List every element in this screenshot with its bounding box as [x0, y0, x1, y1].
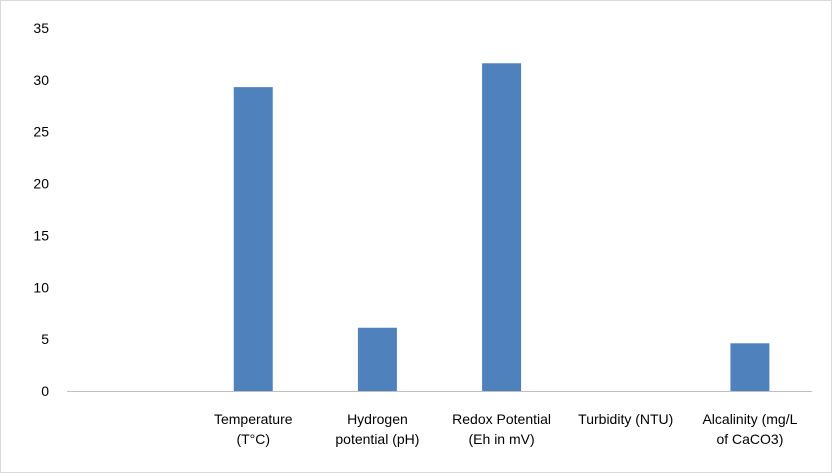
- y-tick-label: 10: [33, 279, 49, 295]
- bar: [357, 327, 397, 391]
- y-tick-label: 35: [33, 20, 49, 36]
- x-category-label: Hydrogen: [347, 411, 408, 427]
- bar: [482, 63, 522, 392]
- bar: [233, 87, 273, 392]
- bar-series: [233, 63, 770, 392]
- x-category-label: potential (pH): [335, 431, 419, 447]
- x-category-label: Turbidity (NTU): [578, 411, 673, 427]
- y-tick-label: 15: [33, 227, 49, 243]
- y-axis-tick-labels: 0 5 10 15 20 25 30 35: [33, 20, 49, 399]
- y-tick-label: 25: [33, 124, 49, 140]
- y-tick-label: 5: [41, 331, 49, 347]
- y-tick-label: 20: [33, 176, 49, 192]
- x-category-label: Temperature: [214, 411, 293, 427]
- x-axis-category-labels: Temperature (T°C) Hydrogen potential (pH) Re…: [214, 411, 798, 447]
- x-category-label: Alcalinity (mg/L: [702, 411, 797, 427]
- x-category-label: Redox Potential: [452, 411, 551, 427]
- x-category-label: (T°C): [236, 431, 270, 447]
- x-category-label: of CaCO3): [716, 431, 783, 447]
- x-category-label: (Eh in mV): [469, 431, 535, 447]
- bar: [730, 343, 770, 391]
- y-tick-label: 0: [41, 383, 49, 399]
- y-tick-label: 30: [33, 72, 49, 88]
